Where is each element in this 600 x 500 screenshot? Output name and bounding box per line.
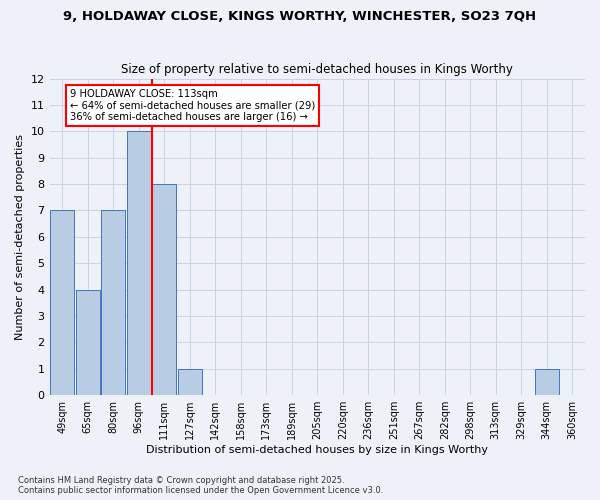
Y-axis label: Number of semi-detached properties: Number of semi-detached properties bbox=[15, 134, 25, 340]
Text: Contains HM Land Registry data © Crown copyright and database right 2025.
Contai: Contains HM Land Registry data © Crown c… bbox=[18, 476, 383, 495]
Bar bbox=[535, 369, 559, 395]
Bar bbox=[178, 369, 202, 395]
Bar bbox=[152, 184, 176, 395]
Bar bbox=[101, 210, 125, 395]
Text: 9, HOLDAWAY CLOSE, KINGS WORTHY, WINCHESTER, SO23 7QH: 9, HOLDAWAY CLOSE, KINGS WORTHY, WINCHES… bbox=[64, 10, 536, 23]
Bar bbox=[76, 290, 100, 395]
Text: 9 HOLDAWAY CLOSE: 113sqm
← 64% of semi-detached houses are smaller (29)
36% of s: 9 HOLDAWAY CLOSE: 113sqm ← 64% of semi-d… bbox=[70, 89, 315, 122]
Bar bbox=[127, 132, 151, 395]
X-axis label: Distribution of semi-detached houses by size in Kings Worthy: Distribution of semi-detached houses by … bbox=[146, 445, 488, 455]
Bar bbox=[50, 210, 74, 395]
Title: Size of property relative to semi-detached houses in Kings Worthy: Size of property relative to semi-detach… bbox=[121, 63, 513, 76]
